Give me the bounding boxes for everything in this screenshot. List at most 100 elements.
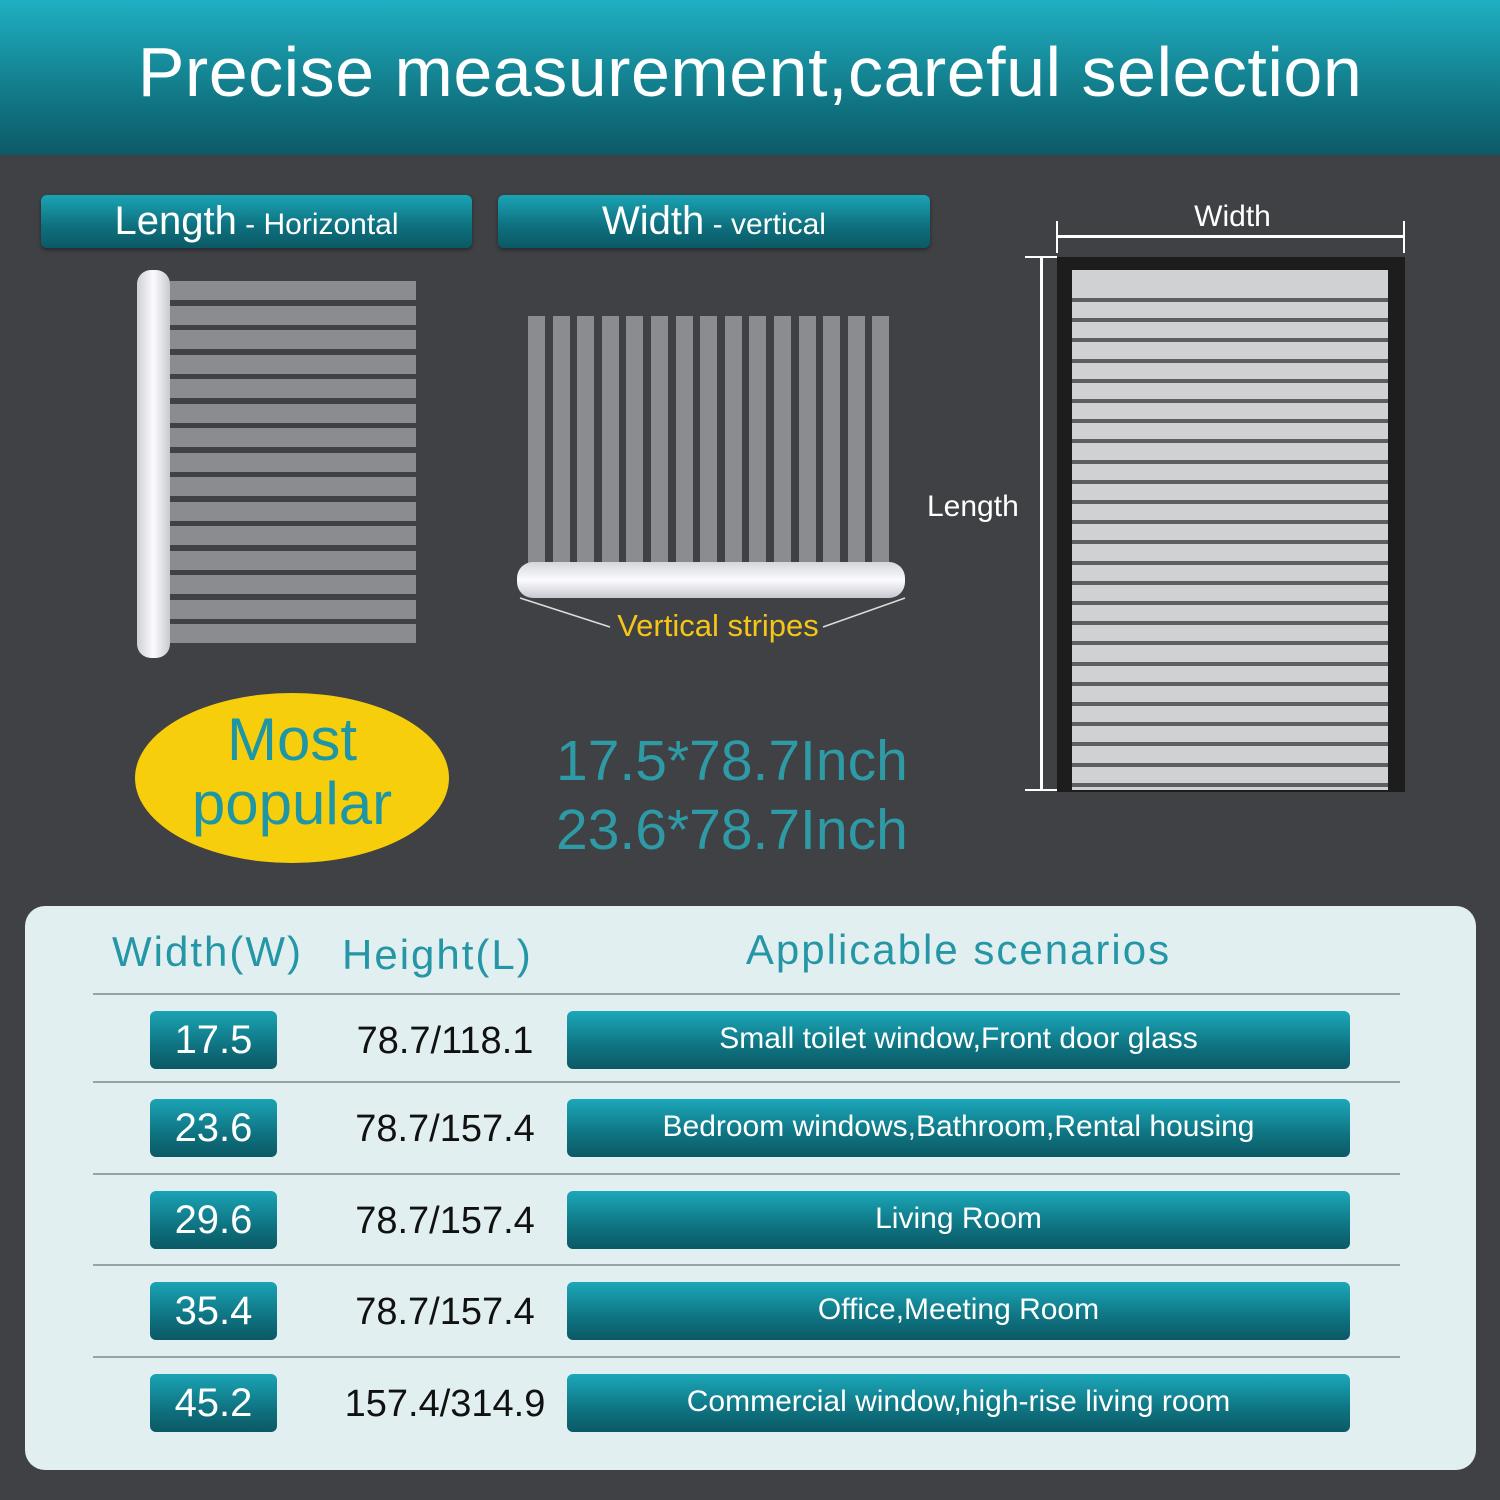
film-stripe (774, 316, 791, 566)
scenario-label: Bedroom windows,Bathroom,Rental housing (567, 1099, 1350, 1157)
window-stripe (1072, 479, 1388, 484)
height-value: 78.7/157.4 (355, 1200, 535, 1242)
film-stripe (552, 316, 570, 566)
window-stripe (1072, 580, 1388, 585)
film-stripe (675, 316, 693, 566)
window-stripe (1072, 681, 1388, 686)
film-stripe (847, 316, 865, 566)
width-dimension-line (1057, 235, 1405, 238)
film-stripe (872, 316, 890, 566)
most-popular-text: Most popular (135, 708, 449, 836)
film-stripe (170, 501, 416, 521)
width-value-badge: 35.4 (150, 1282, 277, 1340)
most-popular-badge (135, 693, 449, 863)
window-stripe (1072, 782, 1388, 787)
most-popular-line1: Most (226, 706, 358, 773)
window-stripe (1072, 762, 1388, 767)
window-stripe (1072, 641, 1388, 646)
film-roll-middle (517, 562, 905, 598)
film-stripe (724, 316, 742, 566)
film-stripe (749, 316, 767, 566)
row-divider (93, 993, 1400, 995)
scenario-label: Office,Meeting Room (567, 1282, 1350, 1340)
film-stripe (170, 550, 416, 570)
film-stripe (823, 316, 841, 566)
scenario-label: Small toilet window,Front door glass (567, 1011, 1350, 1069)
height-value: 78.7/157.4 (355, 1108, 535, 1150)
window-stripe (1072, 378, 1388, 383)
window-stripe (1072, 742, 1388, 747)
window-stripe (1072, 560, 1388, 565)
film-stripe (170, 379, 416, 398)
dimension-tick (1056, 221, 1058, 253)
most-popular-line2: popular (191, 770, 393, 837)
header-banner (0, 0, 1500, 155)
header-scenarios: Applicable scenarios (745, 926, 1172, 973)
film-stripe (626, 316, 644, 566)
length-dimension-label: Length (927, 490, 1019, 523)
vertical-label: - vertical (704, 208, 826, 241)
window-stripe (1072, 601, 1388, 605)
scenario-label: Living Room (567, 1191, 1350, 1249)
window-stripe (1072, 702, 1388, 706)
popular-size-2: 23.6*78.7Inch (556, 798, 908, 862)
width-value-badge: 23.6 (150, 1099, 277, 1157)
film-stripe (798, 316, 816, 566)
window-stripe (1072, 318, 1388, 323)
film-stripe (170, 403, 416, 423)
window-stripe (1072, 419, 1388, 424)
row-divider (93, 1264, 1400, 1266)
dimension-tick (1025, 256, 1057, 258)
scenario-label: Commercial window,high-rise living room (567, 1374, 1350, 1432)
window-stripe (1072, 338, 1388, 343)
film-stripe (601, 316, 619, 566)
horizontal-label: - Horizontal (236, 208, 399, 241)
length-label: Length (114, 199, 237, 243)
window-stripe (1072, 661, 1388, 666)
film-stripe (170, 599, 416, 619)
film-stripe (170, 452, 416, 472)
window-stripe (1072, 722, 1388, 727)
window-stripe (1072, 358, 1388, 363)
vertical-stripes-caption: Vertical stripes (617, 608, 819, 643)
row-divider (93, 1081, 1400, 1083)
width-value-badge: 29.6 (150, 1191, 277, 1249)
film-stripe (170, 281, 416, 300)
width-value-badge: 17.5 (150, 1011, 277, 1069)
film-stripe (700, 316, 718, 566)
length-dimension-line (1040, 257, 1043, 791)
height-value: 78.7/157.4 (355, 1291, 535, 1333)
dimension-tick (1025, 789, 1057, 791)
window-stripe (1072, 459, 1388, 464)
window-glass (1072, 270, 1388, 790)
row-divider (93, 1356, 1400, 1358)
dimension-tick (1403, 221, 1405, 253)
film-stripe (170, 624, 416, 643)
film-stripe (651, 316, 668, 566)
film-stripe (170, 305, 416, 325)
header-height: Height(L) (342, 931, 533, 978)
film-stripe (170, 354, 416, 374)
window-stripe (1072, 540, 1388, 545)
height-value: 78.7/118.1 (356, 1020, 534, 1062)
film-stripe (528, 316, 545, 566)
film-stripe (170, 428, 416, 447)
row-divider (93, 1173, 1400, 1175)
length-horizontal-label: Length - Horizontal (41, 195, 472, 248)
page-title: Precise measurement,careful selection (137, 33, 1363, 111)
window-stripe (1072, 500, 1388, 504)
film-stripe (577, 316, 595, 566)
window-stripe (1072, 621, 1388, 626)
width-label: Width (602, 199, 705, 243)
header-width: Width(W) (112, 928, 303, 975)
width-value-badge: 45.2 (150, 1374, 277, 1432)
width-dimension-label: Width (1194, 200, 1271, 233)
film-stripe (170, 575, 416, 594)
popular-size-1: 17.5*78.7Inch (556, 729, 908, 793)
annotation-lines (519, 597, 906, 628)
window-stripe (1072, 520, 1388, 525)
window-stripe (1072, 439, 1388, 444)
window-stripe (1072, 399, 1388, 403)
film-stripe (170, 526, 416, 545)
height-value: 157.4/314.9 (344, 1383, 546, 1425)
